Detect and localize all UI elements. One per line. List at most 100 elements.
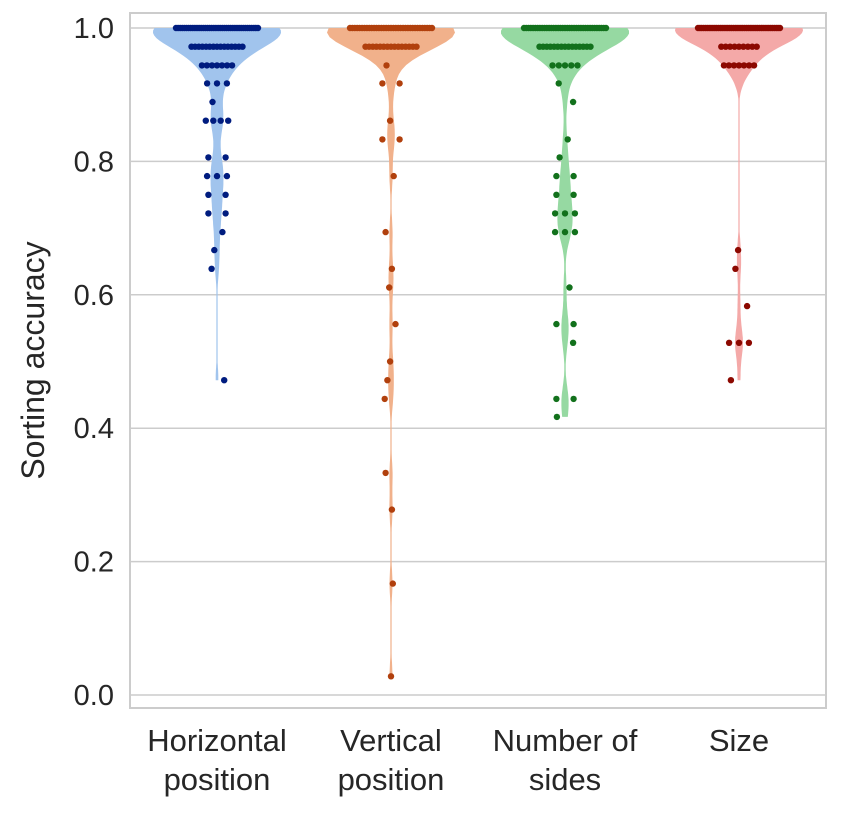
data-point	[566, 284, 573, 291]
data-point	[388, 265, 396, 272]
data-point	[203, 80, 211, 87]
data-point	[602, 24, 610, 32]
data-point	[725, 339, 733, 346]
data-point	[211, 246, 218, 254]
data-point	[722, 43, 729, 50]
data-point	[396, 80, 403, 87]
data-point	[745, 62, 753, 69]
data-point	[735, 43, 743, 50]
data-point	[221, 377, 228, 384]
data-point	[239, 43, 246, 50]
violins	[153, 28, 803, 677]
data-point	[553, 320, 560, 328]
data-point	[561, 210, 569, 217]
data-point	[387, 673, 395, 680]
data-point	[561, 62, 569, 69]
data-point	[225, 117, 232, 124]
data-point	[413, 43, 420, 50]
data-point	[213, 62, 221, 69]
data-point	[744, 43, 752, 50]
data-point	[553, 191, 560, 198]
data-point	[205, 154, 212, 161]
data-point	[570, 191, 577, 198]
data-point	[223, 62, 231, 69]
data-point	[556, 154, 563, 161]
x-category-label: Size	[709, 723, 769, 758]
violin-shape	[327, 28, 455, 677]
data-point	[203, 62, 211, 69]
data-point	[745, 339, 753, 346]
data-point	[210, 117, 217, 124]
data-point	[587, 43, 594, 50]
data-point	[571, 210, 579, 217]
data-point	[574, 62, 581, 69]
data-point	[776, 24, 784, 32]
x-category-label: Number of	[493, 723, 638, 758]
data-point	[555, 62, 562, 69]
data-point	[735, 62, 743, 69]
data-point	[727, 377, 735, 384]
data-point	[223, 172, 231, 180]
data-point	[564, 136, 571, 143]
category-labels: Horizontal position Vertical position Number…	[147, 723, 769, 797]
data-point	[570, 172, 577, 180]
data-point	[388, 506, 396, 513]
data-point	[382, 228, 389, 236]
data-point	[396, 136, 403, 143]
x-category-label: sides	[529, 762, 601, 797]
data-point	[390, 172, 397, 180]
y-tick-label: 0.0	[74, 680, 114, 712]
data-point	[198, 62, 206, 69]
data-point	[428, 24, 436, 32]
data-point	[553, 413, 561, 421]
x-category-label: Vertical	[340, 723, 442, 758]
data-point	[725, 62, 733, 69]
data-point	[389, 580, 396, 587]
y-axis-label: Sorting accuracy	[15, 241, 51, 479]
data-point	[553, 172, 560, 180]
data-point	[228, 62, 236, 69]
data-point	[749, 43, 756, 50]
data-point	[222, 210, 229, 217]
data-point	[222, 191, 229, 198]
data-point	[208, 62, 216, 69]
y-tick-label: 0.6	[74, 280, 114, 312]
data-point	[392, 320, 399, 328]
data-point	[383, 62, 390, 69]
data-point	[734, 246, 742, 254]
data-point	[553, 395, 560, 403]
data-point	[208, 265, 215, 272]
y-tick-label: 1.0	[74, 13, 114, 45]
data-point	[570, 395, 577, 403]
data-point	[726, 43, 734, 50]
x-category-label: Horizontal	[147, 723, 287, 758]
data-point	[571, 228, 579, 236]
data-point	[730, 62, 738, 69]
data-point	[222, 154, 229, 161]
data-point	[551, 228, 559, 236]
data-point	[205, 191, 212, 198]
x-category-label: position	[164, 762, 271, 797]
data-point	[386, 284, 393, 291]
data-point	[386, 117, 394, 124]
violin-shape	[675, 28, 803, 381]
x-category-label: position	[338, 762, 445, 797]
data-point	[379, 80, 386, 87]
data-point	[750, 62, 758, 69]
data-point	[753, 43, 760, 50]
data-point	[254, 24, 262, 32]
data-point	[379, 136, 386, 143]
data-point	[732, 265, 739, 272]
data-point	[569, 339, 577, 346]
y-tick-label: 0.2	[74, 547, 114, 579]
data-point	[740, 43, 747, 50]
data-point	[735, 339, 743, 346]
data-point	[561, 228, 569, 236]
data-point	[202, 117, 209, 124]
data-point	[218, 62, 226, 69]
data-point	[384, 377, 391, 384]
data-point	[386, 358, 394, 365]
y-tick-label: 0.8	[74, 146, 114, 178]
data-point	[217, 117, 224, 124]
